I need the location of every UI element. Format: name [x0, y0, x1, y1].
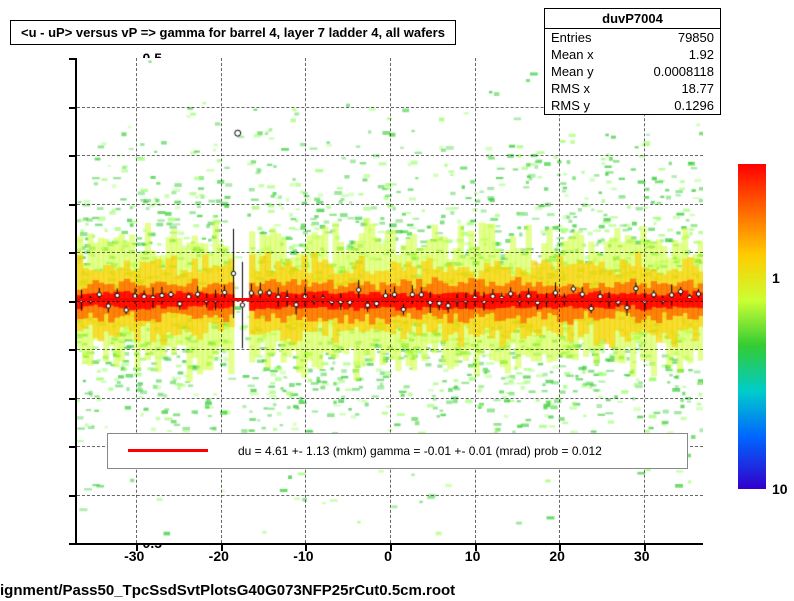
- footer-path: ignment/Pass50_TpcSsdSvtPlotsG40G073NFP2…: [0, 582, 455, 599]
- x-tick: [221, 543, 223, 551]
- y-tick: [69, 543, 77, 545]
- x-tick: [644, 543, 646, 551]
- x-tick: [475, 543, 477, 551]
- y-tick: [69, 398, 77, 400]
- x-tick: [559, 543, 561, 551]
- fit-line: [77, 298, 703, 301]
- stats-row: RMS x 18.77: [545, 80, 720, 97]
- stats-row: Entries 79850: [545, 29, 720, 46]
- x-tick: [136, 543, 138, 551]
- x-tick-label: -10: [293, 548, 313, 564]
- y-tick: [69, 446, 77, 448]
- stats-row: Mean x 1.92: [545, 46, 720, 63]
- y-tick: [69, 349, 77, 351]
- x-tick-label: 30: [634, 548, 650, 564]
- stats-label: RMS x: [551, 81, 590, 96]
- stats-value: 0.1296: [674, 98, 714, 113]
- stats-rows: Entries79850Mean x1.92Mean y0.0008118RMS…: [545, 29, 720, 114]
- plot-title: <u - uP> versus vP => gamma for barrel 4…: [21, 25, 445, 40]
- y-tick: [69, 252, 77, 254]
- stats-label: Mean x: [551, 47, 594, 62]
- x-tick: [390, 543, 392, 551]
- y-tick: [69, 58, 77, 60]
- stats-value: 1.92: [689, 47, 714, 62]
- stats-value: 79850: [678, 30, 714, 45]
- stats-box: duvP7004 Entries 79850 Mean x 1.92 Mean y 0.0…: [544, 8, 721, 115]
- colorbar-canvas: [738, 164, 766, 489]
- y-tick: [69, 495, 77, 497]
- x-tick: [305, 543, 307, 551]
- y-tick: [69, 204, 77, 206]
- stats-label: RMS y: [551, 98, 590, 113]
- y-tick: [69, 107, 77, 109]
- stats-title: duvP7004: [545, 9, 720, 29]
- y-tick: [69, 155, 77, 157]
- x-tick-label: 10: [465, 548, 481, 564]
- colorbar-tick-label: 10: [772, 481, 788, 497]
- x-tick-label: 20: [549, 548, 565, 564]
- x-tick-label: -30: [124, 548, 144, 564]
- y-tick: [69, 301, 77, 303]
- fit-line-swatch: [128, 449, 208, 452]
- colorbar: 110: [738, 164, 766, 489]
- stats-value: 0.0008118: [654, 64, 715, 79]
- plot-area: du = 4.61 +- 1.13 (mkm) gamma = -0.01 +-…: [75, 58, 703, 545]
- stats-label: Mean y: [551, 64, 594, 79]
- fit-results-text: du = 4.61 +- 1.13 (mkm) gamma = -0.01 +-…: [238, 444, 602, 458]
- stats-row: Mean y 0.0008118: [545, 63, 720, 80]
- stats-value: 18.77: [681, 81, 714, 96]
- colorbar-tick-label: 1: [772, 270, 780, 286]
- x-tick-label: -20: [209, 548, 229, 564]
- stats-row: RMS y 0.1296: [545, 97, 720, 114]
- plot-title-box: <u - uP> versus vP => gamma for barrel 4…: [10, 20, 456, 45]
- stats-label: Entries: [551, 30, 591, 45]
- fit-results-box: du = 4.61 +- 1.13 (mkm) gamma = -0.01 +-…: [107, 433, 688, 469]
